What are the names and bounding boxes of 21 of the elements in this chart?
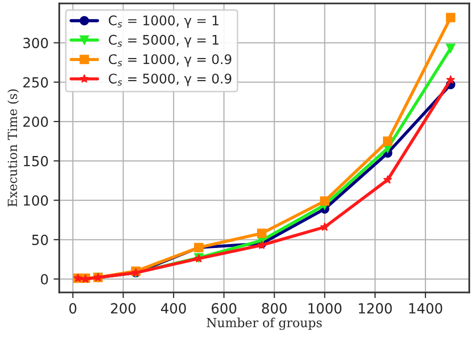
x-tick-label: 400 — [161, 303, 186, 314]
legend-label: C$_{s}$ = 5000, γ = 0.9 — [108, 74, 232, 86]
legend-label: C$_{s}$ = 1000, γ = 0.9 — [108, 54, 232, 67]
y-tick-label: 0 — [40, 274, 48, 284]
x-axis-title: Number of groups — [206, 318, 322, 330]
y-tick-label: 150 — [24, 156, 48, 166]
x-tick-label: 600 — [212, 303, 236, 314]
y-tick-label: 300 — [23, 38, 48, 48]
y-tick-label: 50 — [32, 234, 48, 246]
y-tick-label: 100 — [24, 195, 48, 206]
y-axis-title: Execution Time (s) — [7, 89, 19, 207]
x-tick-label: 1000 — [308, 303, 342, 314]
y-tick-label: 250 — [23, 77, 48, 88]
x-tick-label: 1200 — [358, 303, 392, 314]
x-tick-label: 800 — [262, 303, 287, 314]
legend-label: C$_{s}$ = 1000, γ = 1 — [108, 15, 218, 28]
x-tick-label: 200 — [110, 303, 136, 314]
legend-label: C$_{s}$ = 5000, γ = 1 — [108, 34, 218, 48]
x-tick-label: 0 — [69, 303, 76, 314]
y-tick-label: 200 — [23, 116, 48, 127]
x-tick-label: 1400 — [409, 303, 442, 314]
